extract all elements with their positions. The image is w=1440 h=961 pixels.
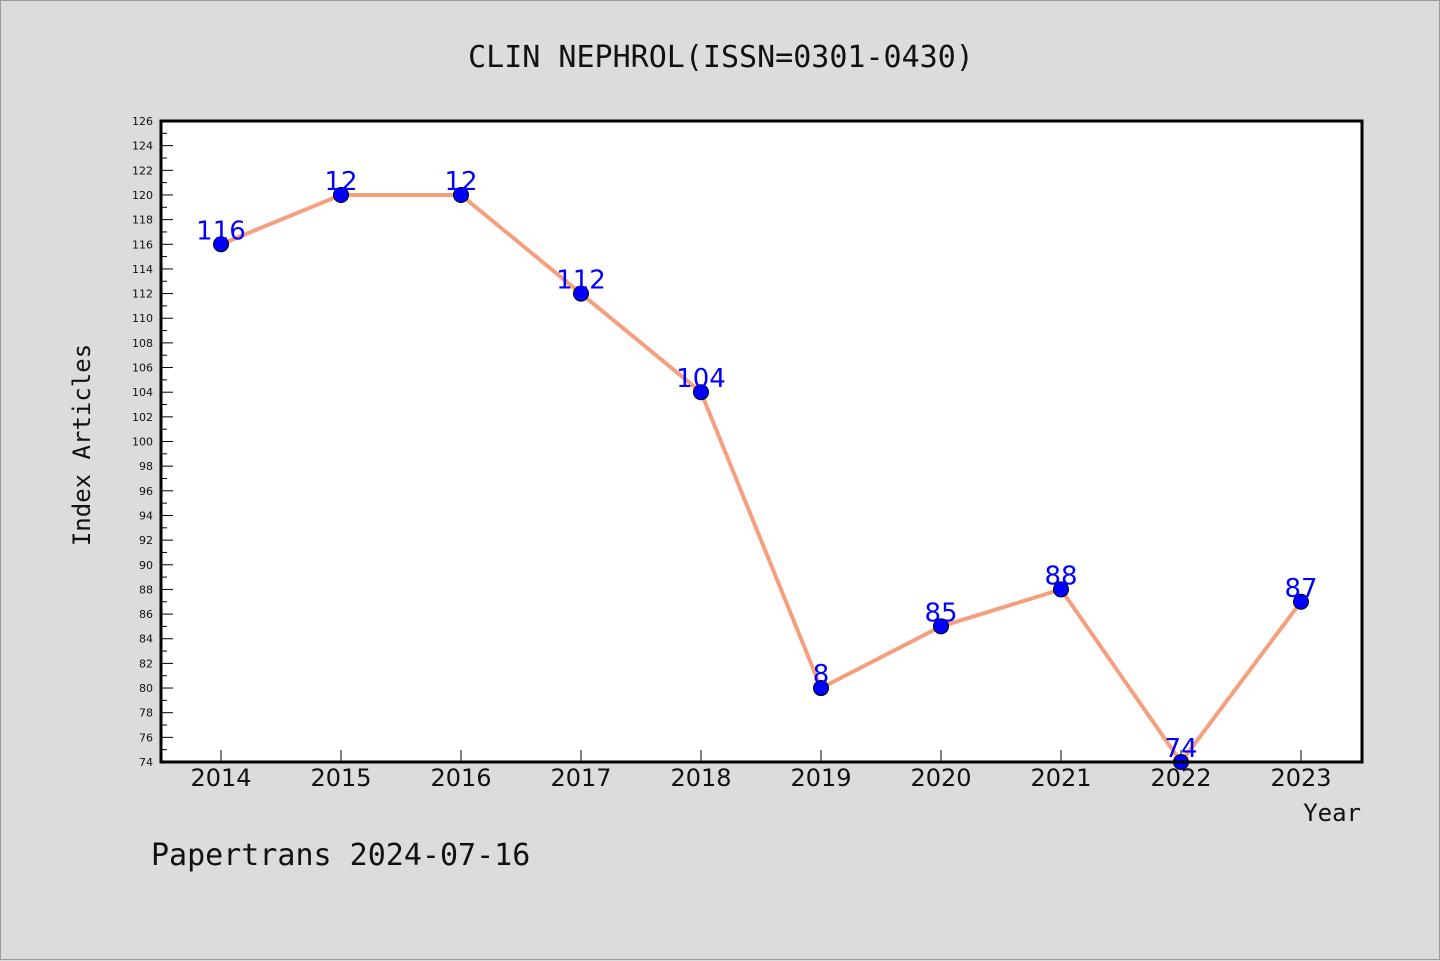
y-tick-label: 110 xyxy=(132,312,153,325)
x-tick-label: 2018 xyxy=(670,764,731,792)
y-tick-label: 116 xyxy=(132,238,153,251)
plot-border xyxy=(159,119,1364,764)
data-point-marker xyxy=(693,384,709,401)
series-line xyxy=(219,192,1303,764)
data-label: 104 xyxy=(676,364,726,394)
y-tick-label: 118 xyxy=(132,214,153,227)
data-point-marker xyxy=(1293,593,1309,610)
footer-credit: Papertrans 2024-07-16 xyxy=(151,838,530,873)
y-tick-label: 120 xyxy=(132,189,153,202)
y-tick-label: 78 xyxy=(139,707,153,720)
y-tick-label: 74 xyxy=(139,756,153,769)
x-tick-label: 2019 xyxy=(790,764,851,792)
data-labels: 116 12 12 112 104 8 85 88 74 87 xyxy=(196,167,1317,764)
data-point-marker xyxy=(453,186,469,203)
y-tick-label: 102 xyxy=(132,411,153,424)
y-tick-label: 122 xyxy=(132,164,153,177)
y-tick-label: 104 xyxy=(132,386,153,399)
y-tick-label: 108 xyxy=(132,337,153,350)
y-tick-label: 126 xyxy=(132,115,153,128)
data-label: 12 xyxy=(444,167,477,197)
y-tick-label: 82 xyxy=(139,657,153,670)
y-tick-label: 124 xyxy=(132,140,153,153)
y-tick-label: 94 xyxy=(139,509,153,522)
x-tick-label: 2014 xyxy=(190,764,251,792)
x-tick-label: 2021 xyxy=(1030,764,1091,792)
data-label: 8 xyxy=(813,660,830,690)
data-label: 12 xyxy=(324,167,357,197)
x-tick-label: 2017 xyxy=(550,764,611,792)
y-axis-title: Index Articles xyxy=(68,344,96,546)
y-axis-ticks: 74 76 78 80 82 84 86 88 90 92 94 96 98 100 102 104 106 10… xyxy=(132,115,173,769)
y-tick-label: 86 xyxy=(139,608,153,621)
x-tick-label: 2015 xyxy=(310,764,371,792)
plot-area xyxy=(161,121,1362,762)
y-tick-label: 80 xyxy=(139,682,153,695)
data-label: 116 xyxy=(196,216,246,246)
data-label: 74 xyxy=(1164,734,1197,764)
data-point-marker xyxy=(1053,581,1069,598)
y-tick-label: 76 xyxy=(139,731,153,744)
y-tick-label: 98 xyxy=(139,460,153,473)
y-tick-label: 90 xyxy=(139,559,153,572)
data-point-marker xyxy=(813,680,829,697)
y-tick-label: 88 xyxy=(139,583,153,596)
y-tick-label: 114 xyxy=(132,263,153,276)
chart-title: CLIN NEPHROL(ISSN=0301-0430) xyxy=(468,40,974,75)
x-tick-label: 2016 xyxy=(430,764,491,792)
data-label: 112 xyxy=(556,266,606,296)
y-tick-label: 96 xyxy=(139,485,153,498)
y-tick-label: 92 xyxy=(139,534,153,547)
x-axis-ticks: 2014 2015 2016 2017 2018 2019 2020 2021 2022 2023 xyxy=(190,750,1332,792)
data-label: 87 xyxy=(1284,574,1317,604)
x-axis-title: Year xyxy=(1303,799,1361,827)
data-label: 85 xyxy=(924,598,957,628)
data-point-marker xyxy=(933,618,949,635)
y-tick-label: 112 xyxy=(132,288,153,301)
x-tick-label: 2020 xyxy=(910,764,971,792)
data-point-marker xyxy=(573,285,589,302)
data-point-marker xyxy=(213,236,229,253)
data-point-marker xyxy=(333,186,349,203)
y-tick-label: 100 xyxy=(132,436,153,449)
y-tick-label: 84 xyxy=(139,633,153,646)
y-tick-label: 106 xyxy=(132,362,153,375)
data-label: 88 xyxy=(1044,561,1077,591)
x-tick-label: 2023 xyxy=(1270,764,1331,792)
